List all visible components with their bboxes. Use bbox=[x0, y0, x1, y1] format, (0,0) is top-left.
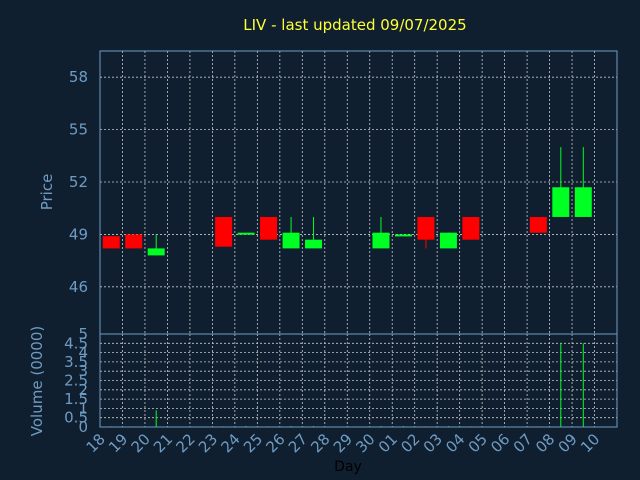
price-grid bbox=[100, 51, 617, 334]
volume-bars bbox=[110, 343, 584, 427]
volume-tick-label: 2.5 bbox=[64, 372, 88, 390]
candle-body bbox=[282, 232, 300, 249]
candle-body bbox=[529, 216, 547, 233]
chart-title: LIV - last updated 09/07/2025 bbox=[243, 16, 466, 34]
candle-body bbox=[552, 187, 570, 217]
candle-body bbox=[574, 187, 592, 217]
candle-body bbox=[417, 216, 435, 240]
candle-body bbox=[215, 216, 233, 247]
price-tick-label: 58 bbox=[69, 68, 88, 86]
volume-axis-ticks: 00.511.522.533.544.55 bbox=[64, 325, 88, 436]
candle-body bbox=[237, 232, 255, 235]
volume-tick-label: 3.5 bbox=[64, 353, 88, 371]
candle-body bbox=[372, 232, 390, 249]
volume-tick-label: 0 bbox=[78, 418, 88, 436]
price-axis-label: Price bbox=[38, 174, 56, 211]
volume-tick-label: 0.5 bbox=[64, 409, 88, 427]
volume-tick-label: 1 bbox=[78, 399, 88, 417]
candle-body bbox=[462, 216, 480, 240]
volume-tick-label: 4.5 bbox=[64, 334, 88, 352]
candle-body bbox=[102, 236, 120, 249]
price-axis-ticks: 46 49 52 55 58 bbox=[69, 68, 88, 296]
volume-tick-label: 5 bbox=[78, 325, 88, 343]
candle-body bbox=[439, 232, 457, 249]
x-axis-ticks: 1819202122232425262728293001020304050607… bbox=[83, 430, 604, 456]
volume-plot-frame bbox=[99, 333, 618, 428]
volume-grid bbox=[100, 333, 617, 428]
candle-body bbox=[125, 234, 143, 249]
candle-body bbox=[147, 248, 165, 256]
volume-tick-label: 4 bbox=[78, 344, 88, 362]
candle-body bbox=[305, 239, 323, 249]
volume-tick-label: 1.5 bbox=[64, 390, 88, 408]
x-axis-label: Day bbox=[334, 459, 362, 475]
candle-body bbox=[260, 216, 278, 240]
price-tick-label: 49 bbox=[69, 225, 88, 243]
volume-axis-label: Volume (0000) bbox=[28, 326, 46, 436]
candle-body bbox=[394, 234, 412, 237]
volume-tick-label: 3 bbox=[78, 362, 88, 380]
price-tick-label: 55 bbox=[69, 121, 88, 139]
candles bbox=[102, 147, 592, 256]
volume-tick-label: 2 bbox=[78, 381, 88, 399]
price-tick-label: 52 bbox=[69, 173, 88, 191]
price-tick-label: 46 bbox=[69, 278, 88, 296]
